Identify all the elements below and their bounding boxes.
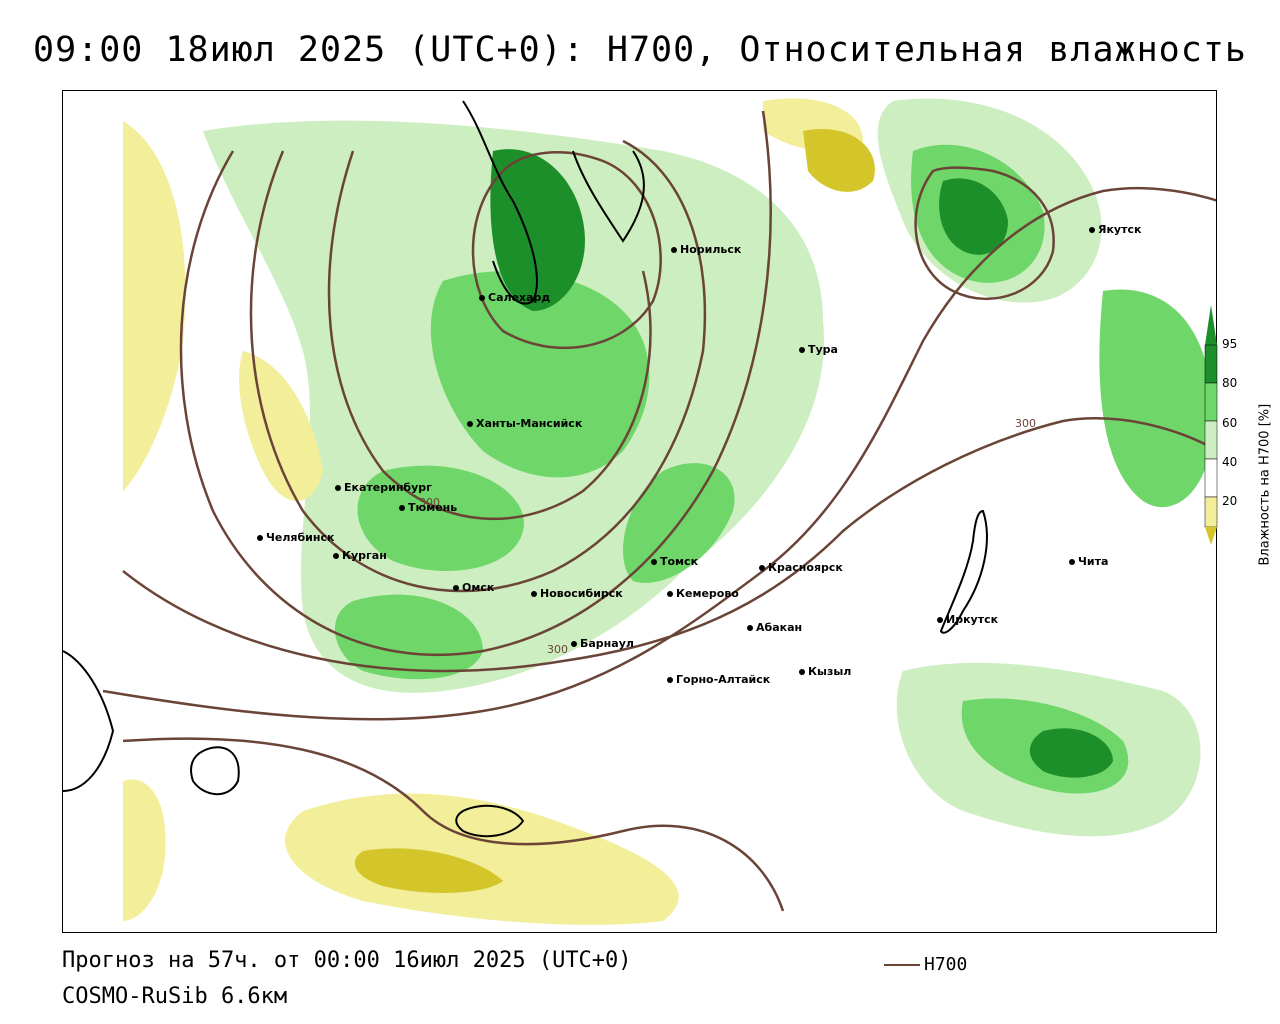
city-label[interactable]: Салехард (479, 291, 550, 304)
isoline-swatch-icon (884, 964, 920, 966)
city-label[interactable]: Томск (651, 555, 698, 568)
city-label[interactable]: Барнаул (571, 637, 634, 650)
city-label[interactable]: Горно-Алтайск (667, 673, 770, 686)
city-dot-icon (799, 669, 805, 675)
colorbar-tick: 95 (1222, 337, 1238, 351)
city-dot-icon (671, 247, 677, 253)
h700-isolines (102, 110, 1216, 912)
city-dot-icon (479, 295, 485, 301)
city-label[interactable]: Красноярск (759, 561, 843, 574)
model-info: COSMO-RuSib 6.6км (62, 984, 288, 1009)
city-label[interactable]: Екатеринбург (335, 481, 432, 494)
city-dot-icon (571, 641, 577, 647)
humidity-fill (123, 98, 1213, 925)
city-dot-icon (1089, 227, 1095, 233)
map-panel[interactable]: 300 300 300 Норильск Якутск Салехард Тур… (62, 90, 1217, 933)
city-dot-icon (651, 559, 657, 565)
colorbar-tick: 20 (1222, 494, 1238, 508)
colorbar-tick: 80 (1222, 376, 1238, 390)
colorbar-tick: 60 (1222, 416, 1238, 430)
city-label[interactable]: Курган (333, 549, 387, 562)
isoline-label-300: 300 (547, 643, 568, 656)
city-dot-icon (667, 677, 673, 683)
city-dot-icon (799, 347, 805, 353)
city-dot-icon (667, 591, 673, 597)
city-label[interactable]: Якутск (1089, 223, 1141, 236)
city-label[interactable]: Ханты-Мансийск (467, 417, 582, 430)
city-dot-icon (399, 505, 405, 511)
city-label[interactable]: Тюмень (399, 501, 457, 514)
city-label[interactable]: Омск (453, 581, 494, 594)
city-dot-icon (333, 553, 339, 559)
city-label[interactable]: Челябинск (257, 531, 334, 544)
city-dot-icon (467, 421, 473, 427)
coastlines (63, 100, 988, 838)
city-dot-icon (937, 617, 943, 623)
city-label[interactable]: Новосибирск (531, 587, 623, 600)
colorbar-title: Влажность на H700 [%] (1257, 403, 1273, 566)
colorbar-tick: 40 (1222, 455, 1238, 469)
city-dot-icon (335, 485, 341, 491)
isoline-label-300: 300 (1015, 417, 1036, 430)
isoline-label-300: 300 (419, 496, 440, 509)
city-dot-icon (759, 565, 765, 571)
city-label[interactable]: Кемерово (667, 587, 739, 600)
page-title: 09:00 18июл 2025 (UTC+0): H700, Относите… (33, 30, 1247, 70)
city-label[interactable]: Иркутск (937, 613, 998, 626)
city-label[interactable]: Чита (1069, 555, 1108, 568)
city-label[interactable]: Тура (799, 343, 838, 356)
city-dot-icon (747, 625, 753, 631)
city-dot-icon (453, 585, 459, 591)
humidity-map (63, 98, 1216, 925)
city-dot-icon (531, 591, 537, 597)
humidity-colorbar (1204, 305, 1218, 545)
city-label[interactable]: Кызыл (799, 665, 851, 678)
forecast-info: Прогноз на 57ч. от 00:00 16июл 2025 (UTC… (62, 948, 632, 973)
city-dot-icon (257, 535, 263, 541)
city-dot-icon (1069, 559, 1075, 565)
city-label[interactable]: Абакан (747, 621, 802, 634)
isoline-legend: H700 (884, 954, 967, 975)
city-label[interactable]: Норильск (671, 243, 741, 256)
